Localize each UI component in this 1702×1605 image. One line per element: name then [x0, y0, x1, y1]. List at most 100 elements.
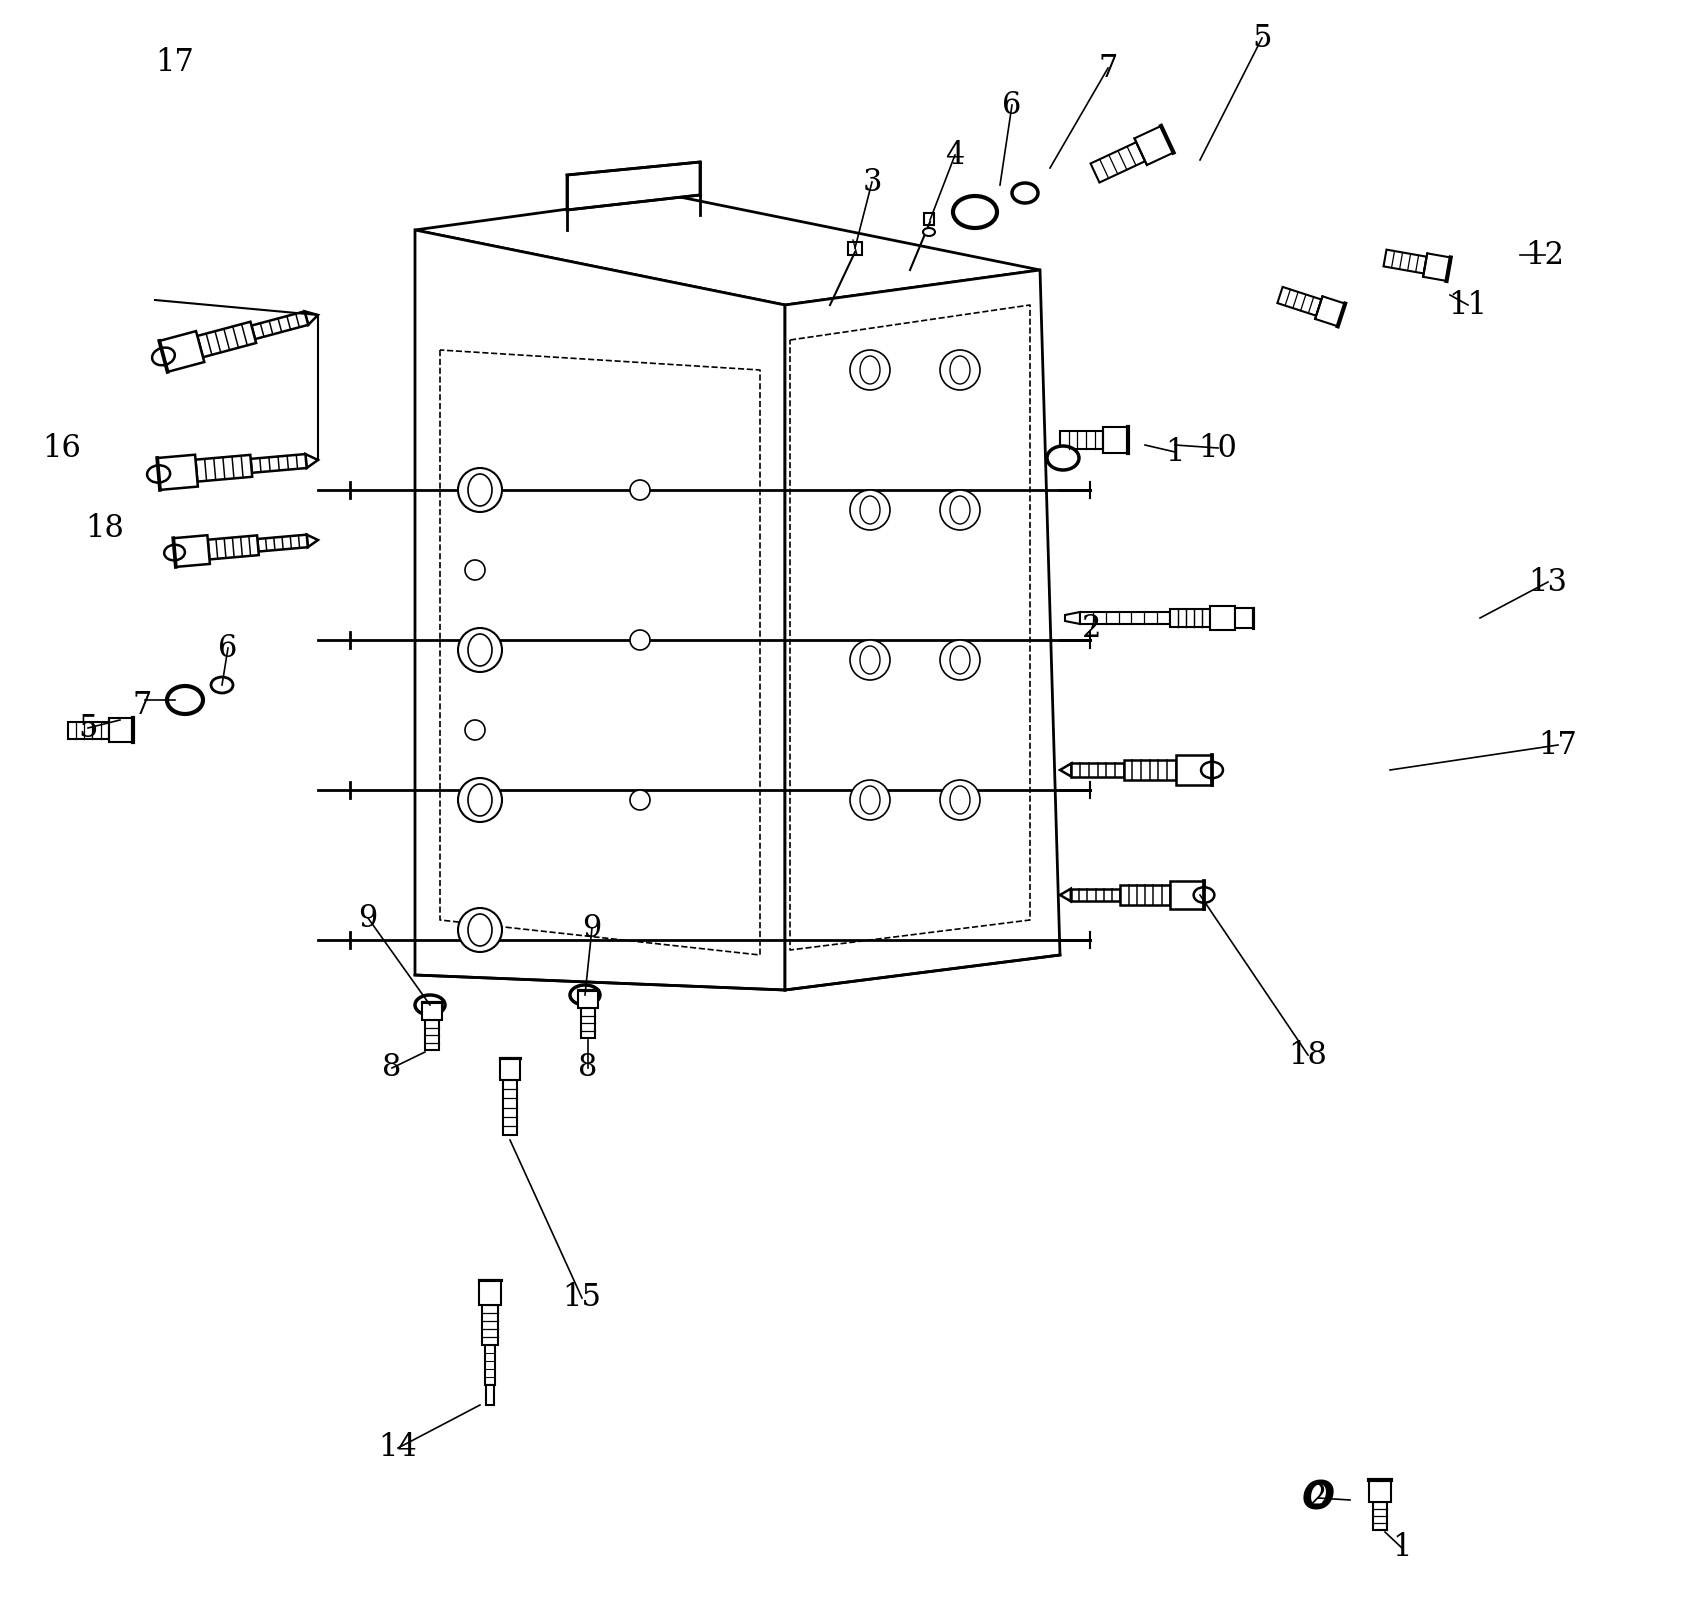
- Text: 18: 18: [1288, 1040, 1328, 1071]
- Ellipse shape: [415, 995, 444, 1014]
- Circle shape: [458, 628, 502, 672]
- Ellipse shape: [953, 196, 997, 228]
- Polygon shape: [1210, 607, 1236, 631]
- Text: 6: 6: [218, 632, 238, 663]
- Circle shape: [465, 721, 485, 740]
- Circle shape: [940, 350, 980, 390]
- Circle shape: [849, 640, 890, 681]
- Ellipse shape: [167, 685, 203, 714]
- Polygon shape: [485, 1345, 495, 1385]
- Ellipse shape: [163, 544, 186, 560]
- Ellipse shape: [1193, 888, 1214, 902]
- Polygon shape: [196, 454, 252, 482]
- Polygon shape: [197, 321, 255, 358]
- Polygon shape: [257, 534, 308, 552]
- Polygon shape: [1135, 125, 1174, 165]
- Polygon shape: [482, 1305, 499, 1345]
- Polygon shape: [157, 454, 197, 490]
- Polygon shape: [1236, 608, 1253, 628]
- Text: 2: 2: [1309, 1483, 1328, 1514]
- Polygon shape: [68, 722, 109, 738]
- Polygon shape: [1368, 1480, 1391, 1502]
- Ellipse shape: [950, 786, 970, 814]
- Circle shape: [458, 908, 502, 952]
- Circle shape: [458, 469, 502, 512]
- Text: 15: 15: [562, 1282, 601, 1313]
- Ellipse shape: [211, 677, 233, 693]
- Text: 9: 9: [582, 913, 601, 944]
- Ellipse shape: [468, 473, 492, 506]
- Polygon shape: [174, 534, 209, 567]
- Ellipse shape: [860, 786, 880, 814]
- Text: 2: 2: [1082, 613, 1101, 644]
- Ellipse shape: [860, 645, 880, 674]
- Polygon shape: [109, 717, 133, 742]
- Text: 7: 7: [133, 690, 151, 721]
- Ellipse shape: [570, 985, 601, 1005]
- Circle shape: [940, 780, 980, 820]
- Ellipse shape: [922, 228, 934, 236]
- Text: 11: 11: [1448, 289, 1488, 321]
- Polygon shape: [306, 534, 318, 547]
- Ellipse shape: [860, 356, 880, 384]
- Circle shape: [849, 490, 890, 530]
- Ellipse shape: [950, 496, 970, 523]
- Circle shape: [940, 640, 980, 681]
- Polygon shape: [1071, 889, 1120, 902]
- Polygon shape: [415, 230, 785, 990]
- Polygon shape: [415, 194, 1040, 305]
- Polygon shape: [487, 1385, 494, 1404]
- Polygon shape: [1091, 143, 1145, 183]
- Polygon shape: [1103, 427, 1128, 453]
- Text: 10: 10: [1198, 432, 1237, 464]
- Polygon shape: [1278, 287, 1321, 316]
- Polygon shape: [1176, 754, 1212, 785]
- Polygon shape: [500, 1058, 521, 1080]
- Ellipse shape: [468, 783, 492, 815]
- Polygon shape: [1071, 764, 1123, 777]
- Polygon shape: [567, 162, 700, 210]
- Circle shape: [630, 480, 650, 501]
- Text: 6: 6: [1002, 90, 1021, 120]
- Polygon shape: [426, 1021, 439, 1050]
- Polygon shape: [785, 270, 1060, 990]
- Polygon shape: [305, 454, 318, 469]
- Text: 5: 5: [1253, 22, 1271, 53]
- Text: 12: 12: [1525, 239, 1564, 271]
- Text: 3: 3: [863, 167, 882, 197]
- Polygon shape: [1120, 884, 1169, 905]
- Polygon shape: [1384, 250, 1426, 273]
- Text: 17: 17: [1539, 730, 1578, 761]
- Circle shape: [630, 631, 650, 650]
- Polygon shape: [504, 1080, 517, 1135]
- Polygon shape: [1423, 254, 1450, 281]
- Polygon shape: [1374, 1502, 1387, 1530]
- Text: 5: 5: [78, 713, 97, 743]
- Polygon shape: [1316, 297, 1345, 326]
- Polygon shape: [1060, 889, 1071, 902]
- Text: 7: 7: [1098, 53, 1118, 83]
- Ellipse shape: [950, 645, 970, 674]
- Text: O: O: [1302, 1478, 1334, 1517]
- Ellipse shape: [860, 496, 880, 523]
- Polygon shape: [1081, 612, 1169, 624]
- Polygon shape: [1169, 608, 1210, 628]
- Polygon shape: [1065, 612, 1081, 624]
- Circle shape: [630, 790, 650, 811]
- Circle shape: [849, 780, 890, 820]
- Text: 4: 4: [945, 140, 965, 170]
- Text: 1: 1: [1392, 1533, 1411, 1563]
- Circle shape: [458, 778, 502, 822]
- Polygon shape: [1169, 881, 1203, 910]
- Polygon shape: [1060, 764, 1071, 777]
- Polygon shape: [422, 1002, 443, 1021]
- Text: 13: 13: [1528, 567, 1568, 597]
- Text: 8: 8: [383, 1053, 402, 1083]
- Text: 14: 14: [378, 1433, 417, 1464]
- Ellipse shape: [151, 348, 175, 366]
- Polygon shape: [848, 242, 861, 255]
- Text: 1: 1: [1166, 437, 1185, 467]
- Text: 17: 17: [155, 47, 194, 77]
- Text: 18: 18: [85, 512, 124, 544]
- Ellipse shape: [1047, 446, 1079, 470]
